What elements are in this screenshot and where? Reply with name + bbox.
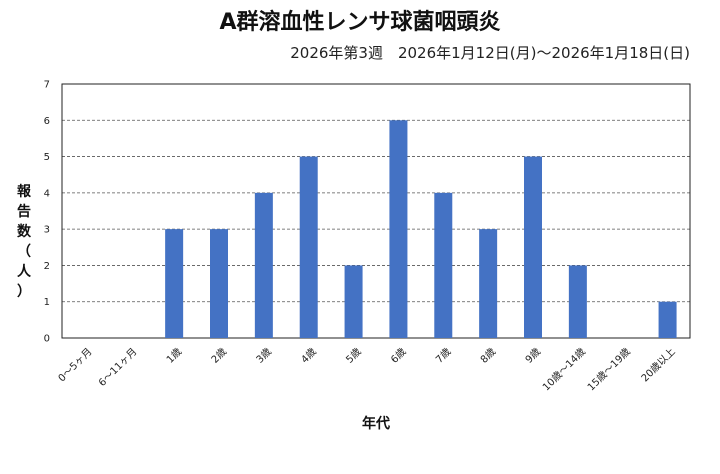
bar: [524, 156, 542, 338]
bar: [658, 301, 677, 338]
x-tick-label: 6歳: [388, 346, 408, 366]
x-tick-label: 15歳～19歳: [585, 346, 633, 394]
y-axis-label: 告: [17, 203, 31, 220]
y-axis-label: （: [17, 244, 31, 260]
y-tick-label: 0: [44, 334, 50, 345]
x-tick-label: 8歳: [478, 346, 498, 366]
x-tick-label: 2歳: [209, 346, 229, 366]
x-tick-label: 7歳: [433, 346, 453, 366]
chart-subtitle: 2026年第3週 2026年1月12日(月)～2026年1月18日(日): [290, 44, 690, 62]
bar: [434, 192, 453, 338]
x-tick-label: 0～5ヶ月: [56, 346, 95, 385]
y-axis-label: ）: [17, 284, 31, 300]
x-tick-label: 10歳～14歳: [540, 346, 588, 394]
y-tick-label: 1: [44, 297, 50, 308]
chart-title: A群溶血性レンサ球菌咽頭炎: [219, 10, 501, 35]
plot-border: [61, 83, 691, 339]
bar: [299, 156, 318, 338]
y-tick-label: 2: [44, 261, 50, 272]
x-tick-label: 9歳: [523, 346, 543, 366]
y-axis-label: 人: [17, 263, 32, 280]
y-tick-label: 4: [44, 188, 50, 199]
y-tick-label: 6: [44, 116, 50, 127]
y-axis-label: 数: [17, 223, 32, 240]
bar: [254, 192, 273, 338]
x-tick-label: 1歳: [164, 346, 184, 366]
x-tick-label: 6～11ヶ月: [96, 346, 139, 389]
plot-area: [62, 84, 690, 338]
y-tick-label: 5: [44, 152, 50, 163]
bar: [479, 229, 498, 338]
bar: [165, 229, 184, 338]
bar: [568, 265, 587, 338]
x-tick-label: 4歳: [299, 346, 319, 366]
bar: [210, 229, 228, 338]
y-tick-label: 3: [44, 225, 50, 236]
y-tick-label: 7: [44, 80, 50, 91]
x-tick-label: 3歳: [254, 346, 274, 366]
bar: [344, 265, 363, 338]
bar: [389, 120, 408, 339]
y-axis-label: 報: [17, 183, 32, 200]
x-tick-label: 5歳: [344, 346, 364, 366]
x-axis-label: 年代: [362, 415, 390, 432]
x-tick-label: 20歳以上: [639, 346, 678, 385]
